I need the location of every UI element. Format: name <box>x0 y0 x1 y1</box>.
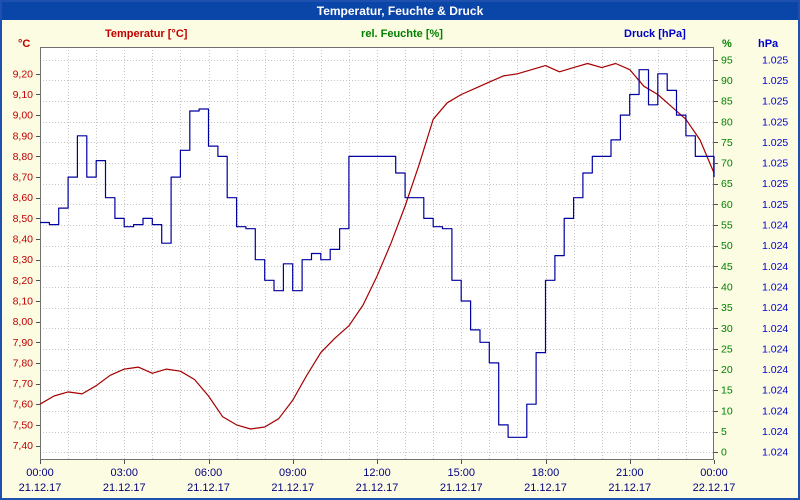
x-axis-time-label: 06:00 <box>195 467 223 479</box>
x-axis-time-label: 00:00 <box>700 467 728 479</box>
x-axis-date-label: 21.12.17 <box>19 482 62 494</box>
y-axis-label-humidity: 65 <box>721 178 733 190</box>
y-axis-label-temperature: 8,00 <box>13 316 34 328</box>
window-title: Temperatur, Feuchte & Druck <box>316 4 484 18</box>
y-axis-label-temperature: 8,20 <box>13 275 34 287</box>
temperature-axis-unit: °C <box>18 38 31 50</box>
gridlines <box>40 47 714 460</box>
y-axis-label-humidity: 10 <box>721 405 733 417</box>
x-axis-date-label: 21.12.17 <box>103 482 146 494</box>
y-axis-label-humidity: 90 <box>721 75 733 87</box>
x-axis-time-label: 09:00 <box>279 467 307 479</box>
x-axis-date-label: 21.12.17 <box>440 482 483 494</box>
series-temperatur-line <box>39 62 715 430</box>
y-axis-label-temperature: 8,70 <box>13 172 34 184</box>
y-axis-label-pressure: 1.024 <box>762 281 788 293</box>
plot-border <box>40 47 714 460</box>
x-axis-date-label: 21.12.17 <box>524 482 567 494</box>
y-axis-label-pressure: 1.024 <box>762 323 788 335</box>
humidity-axis-unit: % <box>722 38 732 50</box>
y-axis-label-pressure: 1.025 <box>762 178 788 190</box>
plot-background <box>40 47 714 460</box>
x-axis-time-label: 18:00 <box>532 467 560 479</box>
y-axis-label-temperature: 8,40 <box>13 234 34 246</box>
y-axis-label-temperature: 7,70 <box>13 378 34 390</box>
x-axis-time-label: 15:00 <box>447 467 475 479</box>
x-axis-time-label: 00:00 <box>26 467 54 479</box>
y-axis-label-temperature: 8,90 <box>13 130 34 142</box>
y-axis-label-humidity: 50 <box>721 240 733 252</box>
axis-ticks <box>36 60 718 464</box>
y-axis-label-temperature: 7,90 <box>13 337 34 349</box>
legend-pressure: Druck [hPa] <box>624 28 686 40</box>
y-axis-label-humidity: 20 <box>721 364 733 376</box>
legend-humidity: rel. Feuchte [%] <box>361 28 443 40</box>
y-axis-label-humidity: 30 <box>721 323 733 335</box>
y-axis-label-pressure: 1.024 <box>762 261 788 273</box>
y-axis-label-temperature: 7,50 <box>13 419 34 431</box>
y-axis-label-humidity: 35 <box>721 302 733 314</box>
x-axis-date-label: 21.12.17 <box>187 482 230 494</box>
y-axis-label-temperature: 8,60 <box>13 192 34 204</box>
y-axis-label-pressure: 1.024 <box>762 426 788 438</box>
y-axis-label-humidity: 40 <box>721 281 733 293</box>
y-axis-label-temperature: 8,10 <box>13 295 34 307</box>
x-axis-time-label: 03:00 <box>110 467 138 479</box>
y-axis-label-humidity: 15 <box>721 385 733 397</box>
y-axis-label-pressure: 1.025 <box>762 96 788 108</box>
x-axis-time-label: 21:00 <box>616 467 644 479</box>
y-axis-label-humidity: 95 <box>721 54 733 66</box>
y-axis-label-temperature: 8,80 <box>13 151 34 163</box>
y-axis-label-pressure: 1.024 <box>762 364 788 376</box>
y-axis-label-temperature: 7,80 <box>13 357 34 369</box>
y-axis-label-temperature: 7,60 <box>13 399 34 411</box>
y-axis-label-temperature: 9,10 <box>13 89 34 101</box>
series-druck-line <box>40 69 715 438</box>
y-axis-label-temperature: 8,50 <box>13 213 34 225</box>
y-axis-label-humidity: 70 <box>721 158 733 170</box>
y-axis-label-temperature: 8,30 <box>13 254 34 266</box>
x-axis-date-label: 22.12.17 <box>693 482 736 494</box>
legend-temperature: Temperatur [°C] <box>105 28 188 40</box>
x-axis-date-label: 21.12.17 <box>608 482 651 494</box>
y-axis-label-pressure: 1.024 <box>762 385 788 397</box>
y-axis-label-pressure: 1.025 <box>762 75 788 87</box>
y-axis-label-pressure: 1.024 <box>762 405 788 417</box>
y-axis-label-temperature: 9,20 <box>13 68 34 80</box>
y-axis-label-pressure: 1.024 <box>762 302 788 314</box>
y-axis-label-pressure: 1.024 <box>762 220 788 232</box>
y-axis-label-pressure: 1.024 <box>762 447 788 459</box>
y-axis-label-pressure: 1.025 <box>762 54 788 66</box>
y-axis-label-humidity: 75 <box>721 137 733 149</box>
y-axis-label-pressure: 1.025 <box>762 158 788 170</box>
y-axis-label-humidity: 0 <box>721 447 727 459</box>
x-axis-time-label: 12:00 <box>363 467 391 479</box>
title-bar: Temperatur, Feuchte & Druck <box>2 2 798 20</box>
pressure-axis-unit: hPa <box>758 38 779 50</box>
y-axis-label-temperature: 9,00 <box>13 110 34 122</box>
y-axis-label-humidity: 5 <box>721 426 727 438</box>
y-axis-label-humidity: 45 <box>721 261 733 273</box>
y-axis-label-pressure: 1.025 <box>762 116 788 128</box>
y-axis-label-humidity: 85 <box>721 96 733 108</box>
y-axis-label-pressure: 1.024 <box>762 343 788 355</box>
y-axis-label-pressure: 1.025 <box>762 137 788 149</box>
y-axis-label-pressure: 1.024 <box>762 240 788 252</box>
y-axis-label-humidity: 25 <box>721 343 733 355</box>
x-axis-date-label: 21.12.17 <box>356 482 399 494</box>
y-axis-label-pressure: 1.025 <box>762 199 788 211</box>
y-axis-label-humidity: 60 <box>721 199 733 211</box>
y-axis-label-humidity: 55 <box>721 220 733 232</box>
x-axis-date-label: 21.12.17 <box>271 482 314 494</box>
y-axis-label-humidity: 80 <box>721 116 733 128</box>
y-axis-label-temperature: 7,40 <box>13 440 34 452</box>
